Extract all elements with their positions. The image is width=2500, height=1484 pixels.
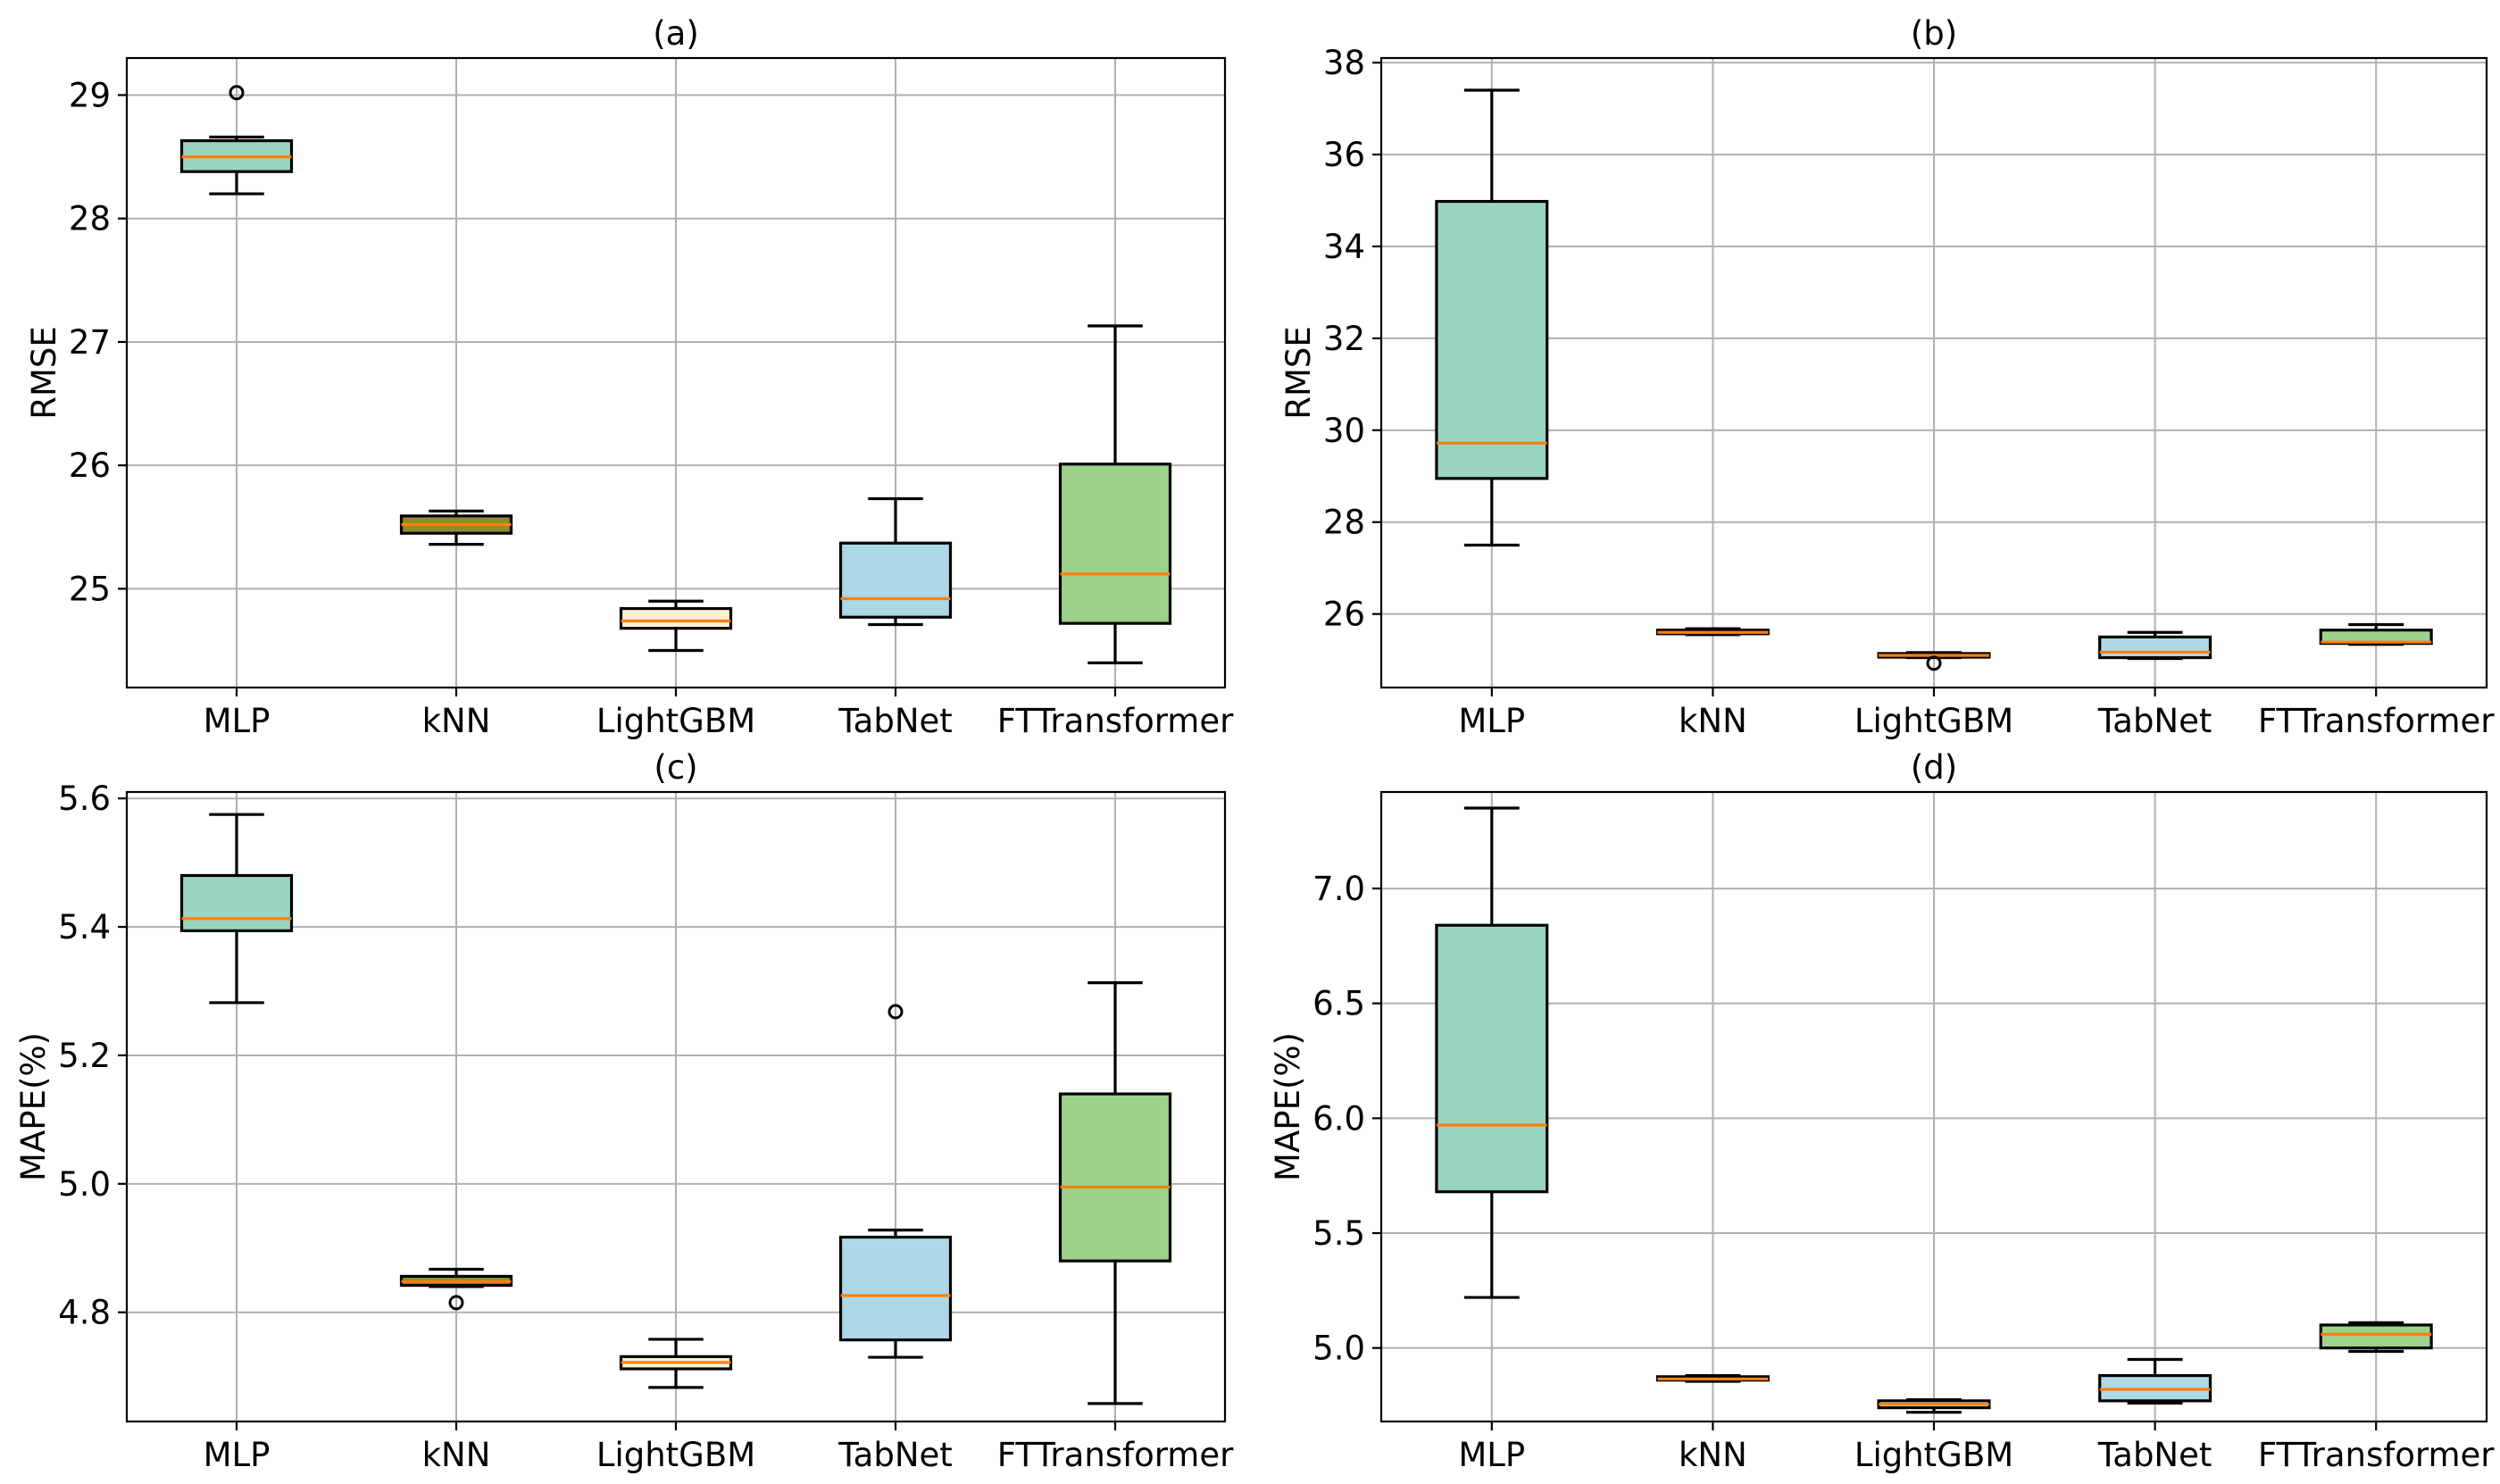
panel-c-y-tick-label: 5.2 <box>58 1037 111 1075</box>
panel-b-y-tick-label: 36 <box>1323 136 1365 174</box>
box-plot-figure: (a) RMSE 25 26 27 28 29 MLP kNN LightGBM TabNet F… <box>0 0 2500 1484</box>
panel-c-y-axis-title: MAPE(%) <box>14 1032 53 1181</box>
panel-b-x-tick-label-fttransformer: FTTransformer <box>2258 702 2495 740</box>
panel-d-y-tick-label: 7.0 <box>1312 870 1365 908</box>
panel-b-y-tick-label: 34 <box>1323 228 1365 266</box>
panel-c-x-tick-label-lightgbm: LightGBM <box>596 1436 755 1474</box>
panel-c-tabnet-box <box>841 1238 951 1340</box>
panel-d-y-tick-label: 5.0 <box>1312 1330 1365 1368</box>
panel-a-y-tick-label: 28 <box>69 200 111 238</box>
panel-a-x-tick-label-lightgbm: LightGBM <box>596 702 755 740</box>
panel-b-tabnet-box <box>2100 637 2211 657</box>
panel-a-y-tick-label: 27 <box>69 323 111 362</box>
panel-b-x-tick-label-lightgbm: LightGBM <box>1854 702 2013 740</box>
panel-b-y-tick-label: 32 <box>1323 320 1365 358</box>
panel-b-mlp-box <box>1437 202 1547 479</box>
panel-c-title: (c) <box>654 748 697 787</box>
panel-a-y-tick-label: 29 <box>69 76 111 114</box>
panel-d: (d) MAPE(%) 5.0 5.5 6.0 6.5 7.0 MLP kNN LightGB… <box>1269 748 2495 1474</box>
panel-c-y-tick-label: 5.6 <box>58 780 111 818</box>
panel-d-fttransformer-box <box>2321 1325 2431 1348</box>
panel-d-y-axis-title: MAPE(%) <box>1269 1032 1307 1181</box>
panel-c-y-tick-label: 4.8 <box>58 1294 111 1332</box>
panel-a: (a) RMSE 25 26 27 28 29 MLP kNN LightGBM TabNet F… <box>25 14 1234 740</box>
panel-d-x-tick-label-mlp: MLP <box>1458 1436 1525 1474</box>
panel-c-x-tick-label-knn: kNN <box>422 1436 491 1474</box>
panel-d-x-tick-label-tabnet: TabNet <box>2097 1436 2212 1474</box>
panel-a-x-tick-label-fttransformer: FTTransformer <box>997 702 1234 740</box>
panel-d-title: (d) <box>1911 748 1957 787</box>
panel-c-x-tick-label-mlp: MLP <box>204 1436 271 1474</box>
panel-a-x-tick-label-mlp: MLP <box>204 702 271 740</box>
panel-d-y-tick-label: 6.0 <box>1312 1099 1365 1138</box>
panel-c-y-tick-label: 5.4 <box>58 908 111 946</box>
panel-b-y-tick-label: 38 <box>1323 44 1365 82</box>
panel-a-y-tick-label: 26 <box>69 446 111 485</box>
panel-a-lightgbm-box <box>621 609 731 629</box>
panel-b-y-tick-label: 28 <box>1323 504 1365 542</box>
panel-b-x-tick-label-mlp: MLP <box>1458 702 1525 740</box>
panel-c: (c) MAPE(%) 4.8 5.0 5.2 5.4 5.6 MLP kNN LightGB… <box>14 748 1234 1474</box>
panel-c-mlp-box <box>182 876 292 931</box>
panel-d-x-tick-label-fttransformer: FTTransformer <box>2258 1436 2495 1474</box>
panel-d-y-tick-label: 6.5 <box>1312 985 1365 1023</box>
panel-b: (b) RMSE 26 28 30 32 34 36 38 MLP kNN LightGBM Tab… <box>1279 14 2495 740</box>
panel-c-x-tick-label-tabnet: TabNet <box>838 1436 953 1474</box>
panel-a-fttransformer-box <box>1061 464 1171 623</box>
panel-a-y-axis-title: RMSE <box>25 326 63 420</box>
panel-b-x-tick-label-knn: kNN <box>1679 702 1747 740</box>
panel-a-y-tick-label: 25 <box>69 570 111 608</box>
panel-a-tabnet-box <box>841 543 951 617</box>
panel-d-x-tick-label-lightgbm: LightGBM <box>1854 1436 2013 1474</box>
panel-b-y-tick-label: 30 <box>1323 412 1365 450</box>
panel-b-y-axis-title: RMSE <box>1279 326 1318 420</box>
panel-d-y-tick-label: 5.5 <box>1312 1214 1365 1253</box>
panel-b-y-tick-label: 26 <box>1323 596 1365 634</box>
panel-a-x-tick-label-tabnet: TabNet <box>838 702 953 740</box>
panel-d-x-tick-label-knn: kNN <box>1679 1436 1747 1474</box>
panel-c-fttransformer-box <box>1061 1094 1171 1261</box>
panel-a-title: (a) <box>653 14 699 53</box>
panel-a-x-tick-label-knn: kNN <box>422 702 491 740</box>
panel-d-mlp-box <box>1437 925 1547 1191</box>
panel-b-title: (b) <box>1911 14 1957 53</box>
panel-b-x-tick-label-tabnet: TabNet <box>2097 702 2212 740</box>
panel-a-axes: 25 26 27 28 29 MLP kNN LightGBM TabNet FTTransfor… <box>69 76 1234 740</box>
panel-c-y-tick-label: 5.0 <box>58 1165 111 1204</box>
panel-c-x-tick-label-fttransformer: FTTransformer <box>997 1436 1234 1474</box>
